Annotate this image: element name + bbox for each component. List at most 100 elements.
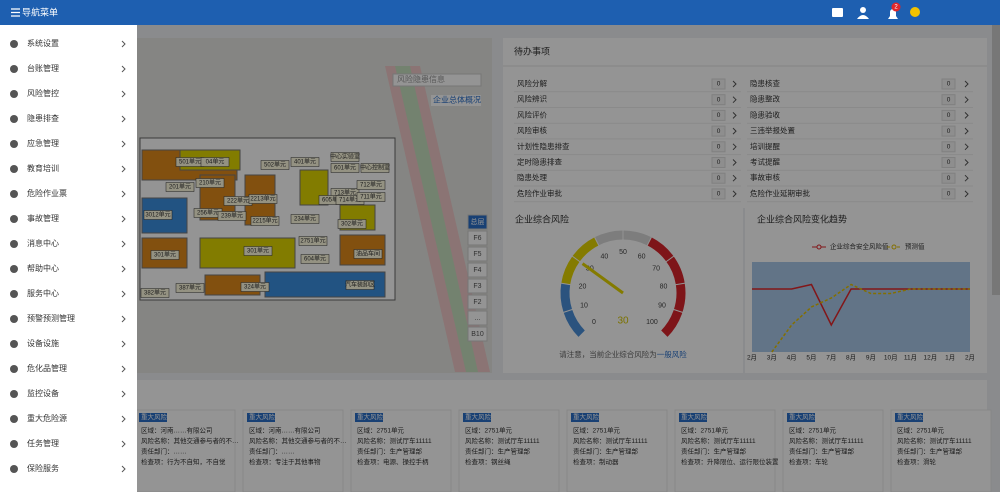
risk-card[interactable]: 重大风险区域：2751单元风险名称：测试厅车11111 责任部门：生产管理部检查项… [890, 409, 992, 492]
todo-item[interactable]: 风险分解 0 [514, 78, 741, 93]
floor-button[interactable] [467, 294, 488, 310]
todo-item[interactable]: 事故审核 0 [747, 172, 973, 187]
menu-label: 保险服务 [27, 463, 59, 473]
menu-item[interactable]: 危化品管理 [10, 363, 126, 373]
risk-card[interactable]: 重大风险区域：2751单元风险名称：测试厅车11111 责任部门：生产管理部检查项… [782, 409, 884, 492]
tag-bg [139, 413, 167, 422]
floor-button[interactable] [467, 214, 488, 230]
menu-label: 任务管理 [27, 438, 59, 448]
menu-item[interactable]: 帮助中心 [10, 263, 126, 273]
floor-button[interactable] [467, 278, 488, 294]
gauge-tick [665, 255, 675, 263]
todo-item[interactable]: 危险作业审批 0 [514, 188, 741, 203]
menu-item[interactable]: 系统设置 [10, 38, 126, 48]
menu-item[interactable]: 风险管控 [10, 88, 126, 98]
menu-item[interactable]: 隐患排查 [10, 113, 126, 123]
card-box [458, 409, 560, 492]
map-label: 中心实验室 [330, 153, 360, 161]
todo-item[interactable]: 隐患处理 0 [514, 172, 741, 187]
todo-item[interactable]: 培训提醒 0 [747, 141, 973, 156]
risk-card[interactable]: 重大风险区域：2751单元风险名称：测试厅车11111 责任部门：生产管理部检查项… [674, 409, 779, 492]
map-label-bg [360, 163, 390, 173]
todo-item[interactable]: 三违举报处置 0 [747, 125, 973, 140]
todo-item[interactable]: 隐患验收 0 [747, 109, 973, 124]
menu-item[interactable]: 保险服务 [10, 463, 126, 473]
todo-item[interactable]: 计划性隐患排查 0 [514, 141, 741, 156]
map-road-green [395, 66, 478, 372]
gauge-tick-label: 20 [579, 283, 587, 290]
todo-item[interactable]: 隐患核查 0 [747, 78, 973, 93]
map-label: 301单元 [247, 247, 269, 255]
todo-label: 定时隐患排查 [517, 156, 562, 166]
todo-item[interactable]: 隐患整改 0 [747, 94, 973, 108]
todo-label: 风险辨识 [517, 94, 547, 104]
floor-button[interactable] [467, 262, 488, 278]
card-line: 风险名称：其他交通参与者的不… [249, 436, 347, 445]
floor-button[interactable] [467, 230, 488, 246]
map-label: 2751单元 [300, 237, 325, 245]
menu-item[interactable]: 消息中心 [10, 238, 126, 248]
todo-label: 隐患处理 [517, 172, 547, 182]
x-tick-label: 9月 [866, 354, 876, 362]
menu-icon [10, 365, 18, 373]
risk-level: 一般风险 [657, 349, 687, 359]
menu-arrow [121, 415, 126, 423]
menu-item[interactable]: 监控设备 [10, 388, 126, 398]
menu-item[interactable]: 应急管理 [10, 138, 126, 148]
gauge-value: 30 [617, 316, 629, 327]
todo-item[interactable]: 风险辨识 0 [514, 94, 741, 108]
map-label-bg [290, 157, 320, 167]
todo-arrow [732, 190, 737, 198]
floor-button[interactable] [467, 326, 488, 342]
menu-item[interactable]: 事故管理 [10, 213, 126, 223]
avatar[interactable] [910, 7, 920, 17]
dropdown[interactable] [392, 73, 482, 87]
risk-card[interactable]: 重大风险区域：河南……有限公司风险名称：其他交通参与者的不… 责任部门：……检查项… [134, 409, 239, 492]
risk-tag: 重大风险 [141, 412, 168, 421]
todo-count: 0 [717, 159, 721, 166]
x-tick-label: 10月 [884, 354, 898, 362]
menu-icon [10, 340, 18, 348]
menu-item[interactable]: 预警预测管理 [10, 313, 126, 323]
card-line: 风险名称：测试厅车11111 [357, 436, 432, 445]
risk-card[interactable]: 重大风险区域：2751单元风险名称：测试厅车11111 责任部门：生产管理部检查项… [350, 409, 452, 492]
menu-item[interactable]: 任务管理 [10, 438, 126, 448]
count-box [941, 94, 956, 106]
todo-item[interactable]: 危险作业延期审批 0 [747, 188, 973, 203]
menu-icon [10, 115, 18, 123]
gauge-tick-label: 60 [638, 253, 646, 260]
todo-item[interactable]: 风险审核 0 [514, 125, 741, 140]
menu-item[interactable]: 台账管理 [10, 63, 126, 73]
overview-button[interactable] [431, 95, 481, 106]
tag-bg [355, 413, 383, 422]
todo-label: 危险作业延期审批 [750, 188, 810, 198]
floor-button[interactable] [467, 246, 488, 262]
menu-item[interactable]: 设备设施 [10, 338, 126, 348]
todo-item[interactable]: 定时隐患排查 0 [514, 156, 741, 171]
todo-item[interactable]: 考试提醒 0 [747, 156, 973, 171]
legend-marker [816, 244, 822, 250]
menu-item[interactable]: 服务中心 [10, 288, 126, 298]
menu-item[interactable]: 危险作业票 [10, 188, 126, 198]
menu-toggle[interactable]: 导航菜单 [11, 6, 58, 17]
menu-icon [10, 465, 18, 473]
todo-count: 0 [947, 144, 951, 151]
todo-item[interactable]: 风险评价 0 [514, 109, 741, 124]
card-line: 风险名称：测试厅车11111 [897, 436, 972, 445]
menu-icon [10, 65, 18, 73]
bell-icon[interactable] [888, 9, 898, 19]
todo-label: 培训提醒 [750, 141, 780, 151]
screen-icon[interactable] [832, 8, 843, 17]
user-icon[interactable] [860, 7, 866, 13]
risk-card[interactable]: 重大风险区域：2751单元风险名称：测试厅车11111 责任部门：生产管理部检查项… [566, 409, 668, 492]
tag-bg [895, 413, 923, 422]
menu-arrow [121, 65, 126, 73]
risk-card[interactable]: 重大风险区域：河南……有限公司风险名称：其他交通参与者的不… 责任部门：……检查项… [242, 409, 347, 492]
menu-label: 危化品管理 [27, 363, 67, 373]
gauge-tick-label: 70 [652, 266, 660, 273]
menu-item[interactable]: 重大危险源 [10, 413, 126, 423]
menu-item[interactable]: 教育培训 [10, 163, 126, 173]
floor-button[interactable] [467, 310, 488, 326]
risk-card[interactable]: 重大风险区域：2751单元风险名称：测试厅车11111 责任部门：生产管理部检查项… [458, 409, 560, 492]
menu-icon [10, 265, 18, 273]
